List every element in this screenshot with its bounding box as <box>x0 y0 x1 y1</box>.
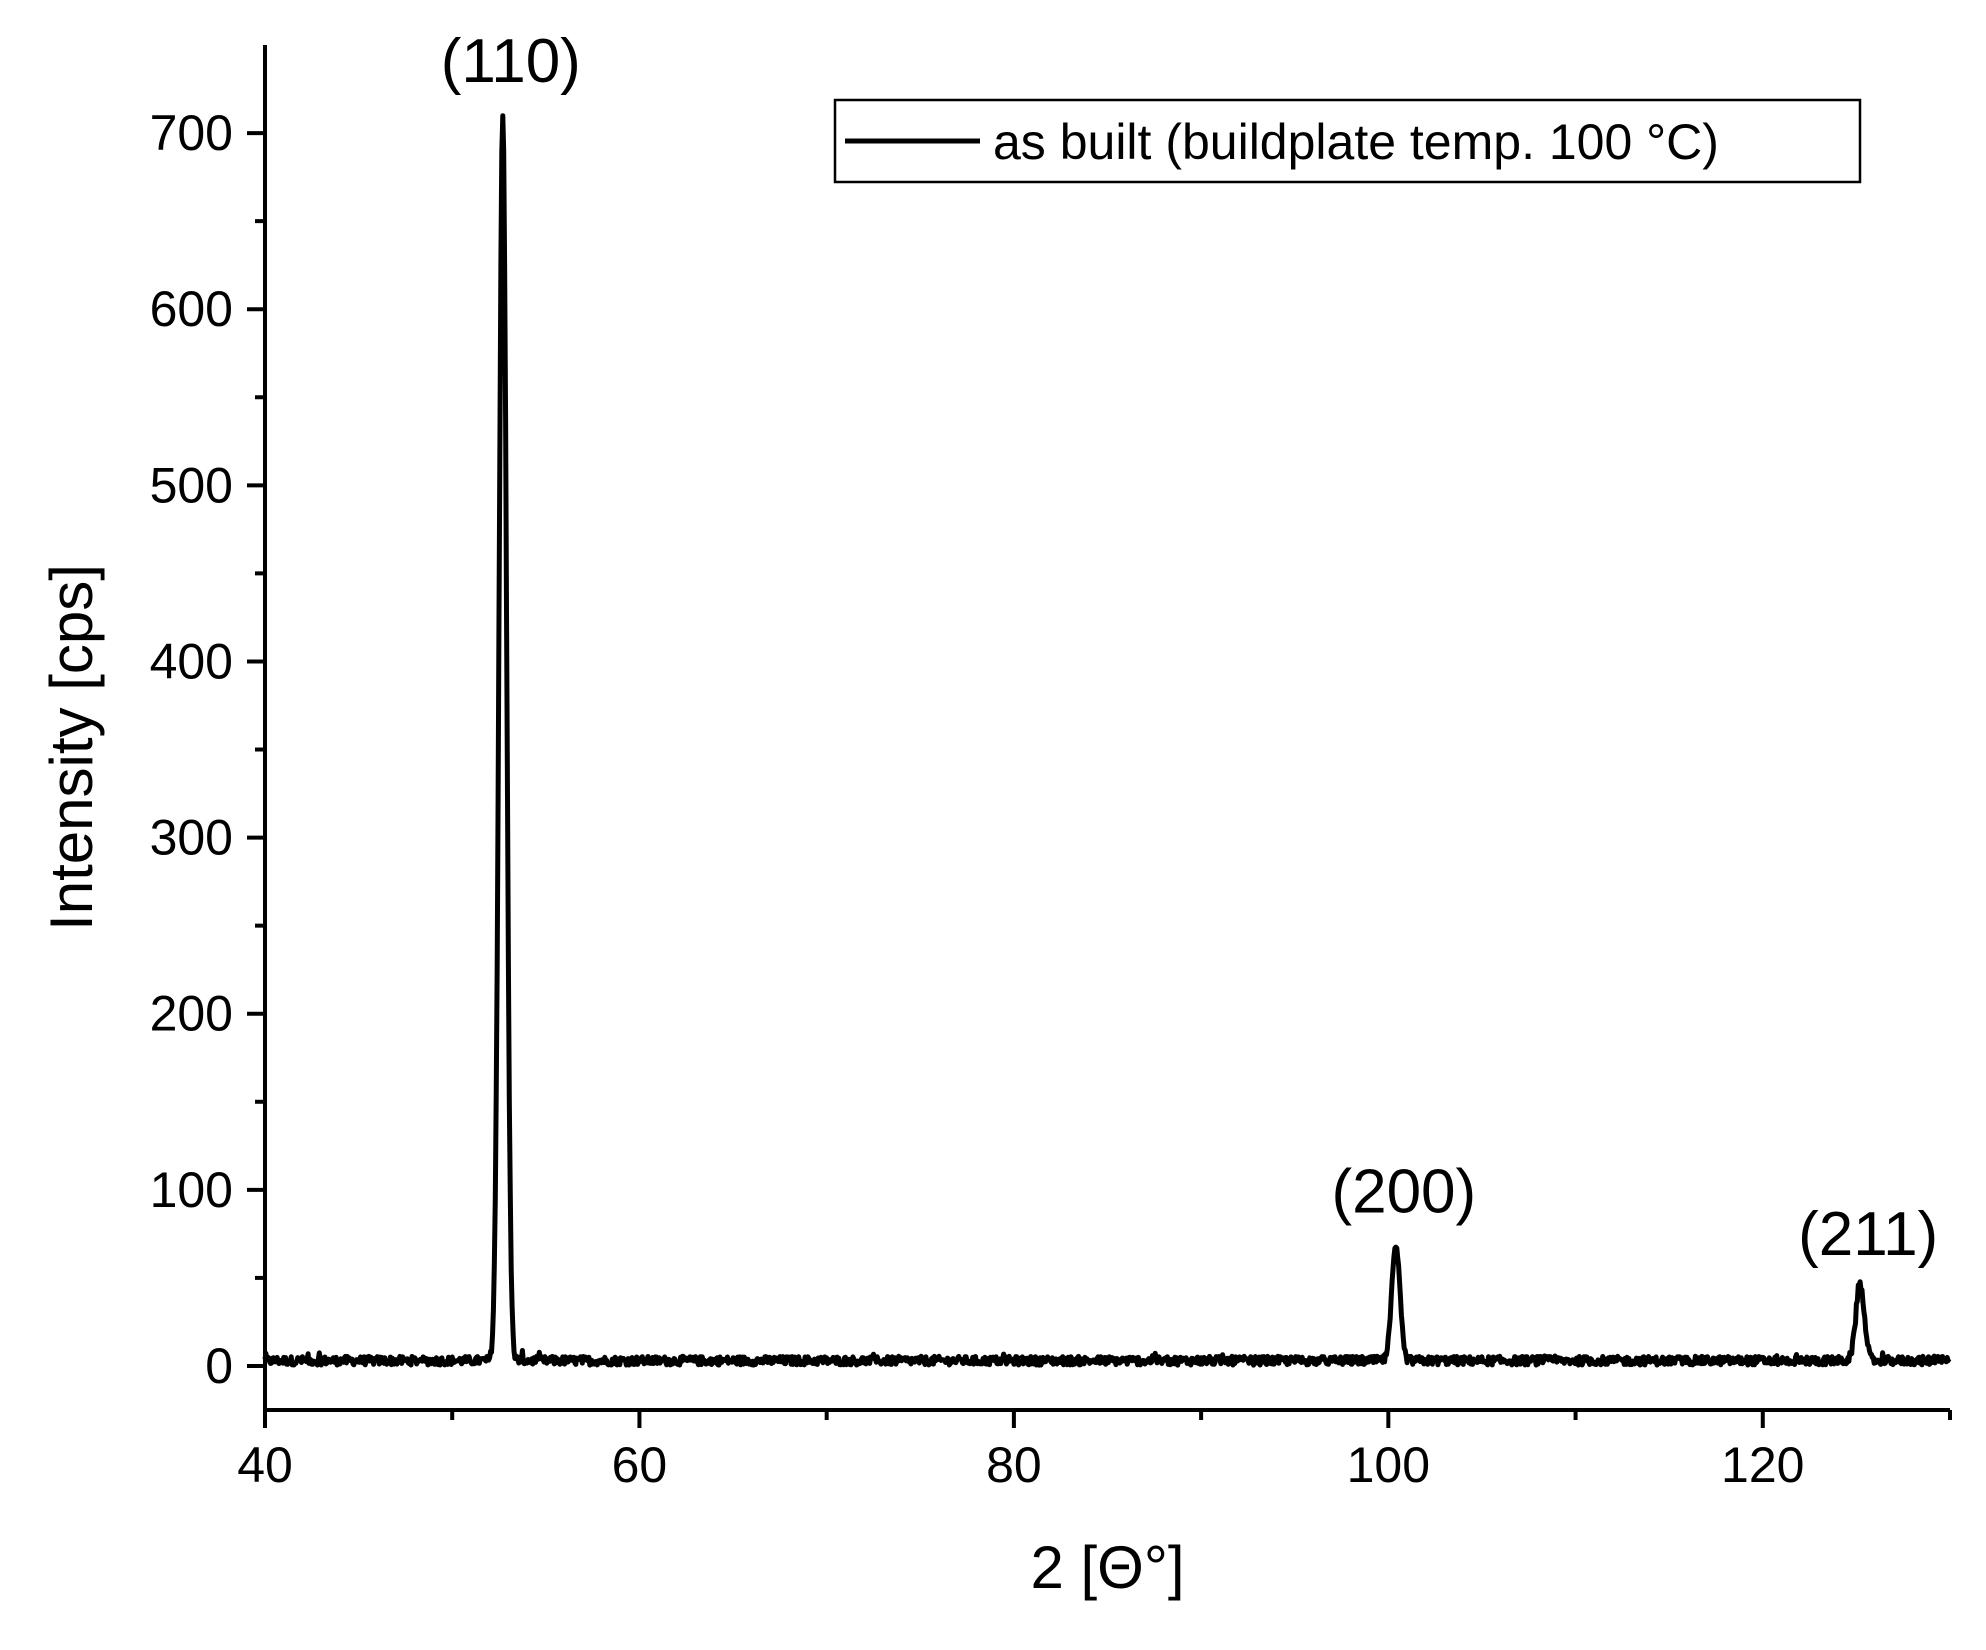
x-tick-label: 80 <box>986 1437 1042 1493</box>
y-axis-ticks: 0 100 200 300 400 500 600 700 <box>150 105 265 1394</box>
x-axis-ticks: 40 60 80 100 120 <box>237 1410 1952 1493</box>
peak-annotations: (110) (200) (211) <box>441 27 1939 1269</box>
y-tick-label: 500 <box>150 457 233 513</box>
y-tick-label: 600 <box>150 281 233 337</box>
x-tick-label: 120 <box>1721 1437 1804 1493</box>
peak-label: (200) <box>1331 1158 1476 1227</box>
x-tick-label: 40 <box>237 1437 293 1493</box>
peak-label: (110) <box>441 27 581 96</box>
x-tick-label: 100 <box>1347 1437 1430 1493</box>
x-tick-label: 60 <box>612 1437 668 1493</box>
peak-label: (211) <box>1798 1200 1938 1269</box>
y-tick-label: 100 <box>150 1162 233 1218</box>
legend-box <box>833 98 1862 184</box>
y-tick-label: 0 <box>205 1338 233 1394</box>
x-axis-title: 2 [Θ°] <box>1030 1534 1184 1601</box>
y-tick-label: 300 <box>150 810 233 866</box>
legend-label: as built (buildplate temp. 100 °C) <box>993 114 1719 170</box>
y-axis-title: Intensity [cps] <box>38 564 105 931</box>
y-tick-label: 200 <box>150 986 233 1042</box>
series-line <box>262 113 1952 1368</box>
y-tick-label: 400 <box>150 633 233 689</box>
y-tick-label: 700 <box>150 105 233 161</box>
legend: as built (buildplate temp. 100 °C) <box>833 98 1862 184</box>
